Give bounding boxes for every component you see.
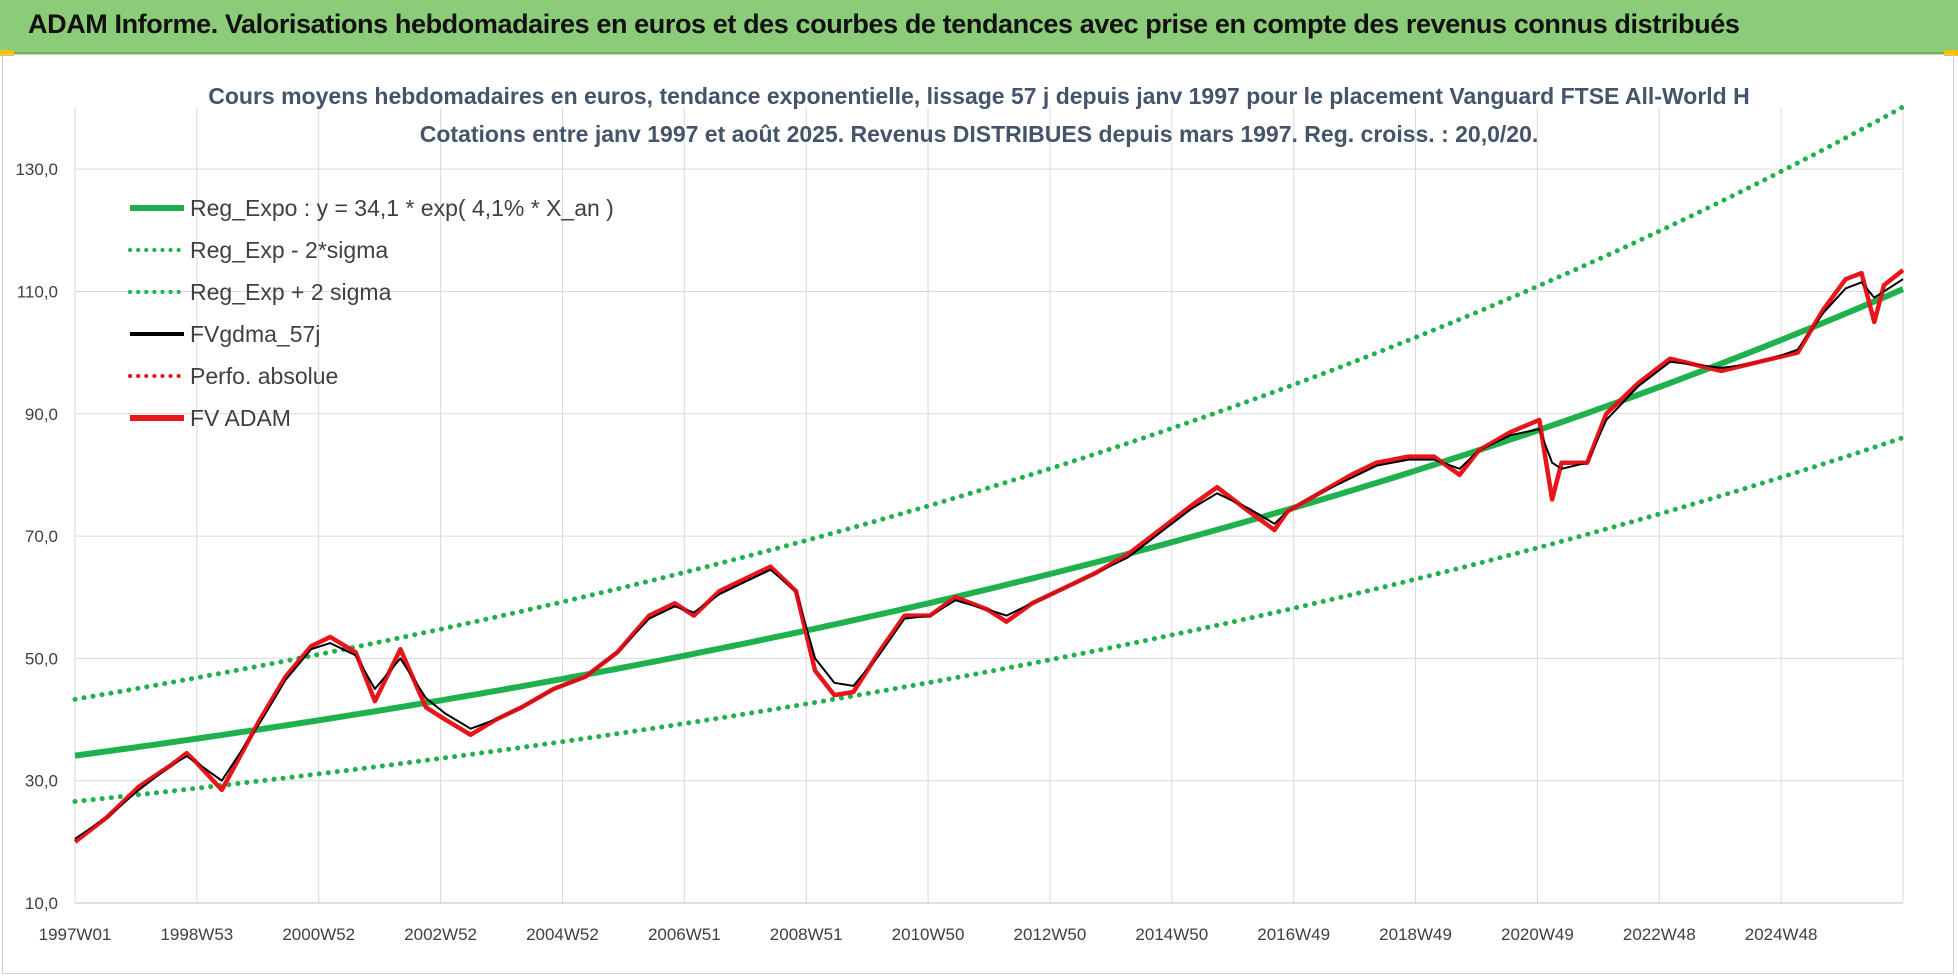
axis-ticks: 10,0 30,0 50,0 70,0 90,0 110,0 130,0 1997W01 199…	[15, 160, 1817, 944]
x-tick-label: 2022W48	[1623, 925, 1696, 944]
chart-title: Cours moyens hebdomadaires en euros, ten…	[208, 83, 1749, 109]
x-tick-label: 2014W50	[1135, 925, 1208, 944]
legend-label: Reg_Exp + 2 sigma	[190, 279, 392, 305]
x-tick-label: 2010W50	[892, 925, 965, 944]
x-tick-label: 2020W49	[1501, 925, 1574, 944]
reg-exp-minus-2sigma-line	[72, 435, 1906, 804]
legend-item: Reg_Exp + 2 sigma	[128, 279, 392, 305]
chart-grid	[74, 108, 1904, 904]
x-tick-label: 2004W52	[526, 925, 599, 944]
x-tick-label: 1998W53	[160, 925, 233, 944]
chart-lines	[72, 104, 1906, 844]
legend-item: Reg_Exp - 2*sigma	[128, 237, 388, 263]
y-tick-label: 110,0	[17, 282, 58, 301]
reg-exp-plus-2sigma-line	[72, 104, 1906, 702]
chart-subtitle: Cotations entre janv 1997 et août 2025. …	[420, 121, 1539, 147]
y-tick-label: 130,0	[15, 160, 58, 179]
legend-item: Perfo. absolue	[128, 363, 338, 389]
fv-adam-line	[73, 268, 1905, 844]
x-tick-label: 2008W51	[770, 925, 843, 944]
legend-item: FV ADAM	[130, 405, 291, 431]
legend-item: FVgdma_57j	[130, 321, 320, 347]
legend-label: Reg_Expo : y = 34,1 * exp( 4,1% * X_an )	[190, 195, 614, 221]
x-tick-label: 2000W52	[282, 925, 355, 944]
y-tick-label: 70,0	[25, 527, 58, 546]
y-tick-label: 10,0	[25, 894, 58, 913]
legend-item: Reg_Expo : y = 34,1 * exp( 4,1% * X_an )	[130, 195, 614, 221]
y-tick-label: 50,0	[25, 649, 58, 668]
y-tick-label: 30,0	[25, 772, 58, 791]
legend-label: FV ADAM	[190, 405, 291, 431]
report-title: ADAM Informe. Valorisations hebdomadaire…	[28, 9, 1740, 39]
x-tick-label: 1997W01	[39, 925, 112, 944]
x-tick-label: 2002W52	[404, 925, 477, 944]
x-tick-label: 2018W49	[1379, 925, 1452, 944]
fvgdma-57j-line	[74, 278, 1904, 840]
corner-marker-right	[1944, 50, 1958, 56]
legend-label: Reg_Exp - 2*sigma	[190, 237, 388, 263]
reg-expo-line	[74, 286, 1905, 759]
x-tick-label: 2016W49	[1257, 925, 1330, 944]
y-tick-label: 90,0	[25, 405, 58, 424]
x-tick-label: 2006W51	[648, 925, 721, 944]
chart-legend: Reg_Expo : y = 34,1 * exp( 4,1% * X_an )…	[128, 195, 614, 431]
chart-frame	[2, 54, 1954, 974]
report-banner: ADAM Informe. Valorisations hebdomadaire…	[0, 0, 1958, 54]
corner-marker-left	[0, 50, 14, 56]
x-tick-label: 2012W50	[1014, 925, 1087, 944]
legend-label: Perfo. absolue	[190, 363, 338, 389]
x-tick-label: 2024W48	[1745, 925, 1818, 944]
legend-label: FVgdma_57j	[190, 321, 320, 347]
fv-adam-line-overlay	[74, 269, 1904, 843]
